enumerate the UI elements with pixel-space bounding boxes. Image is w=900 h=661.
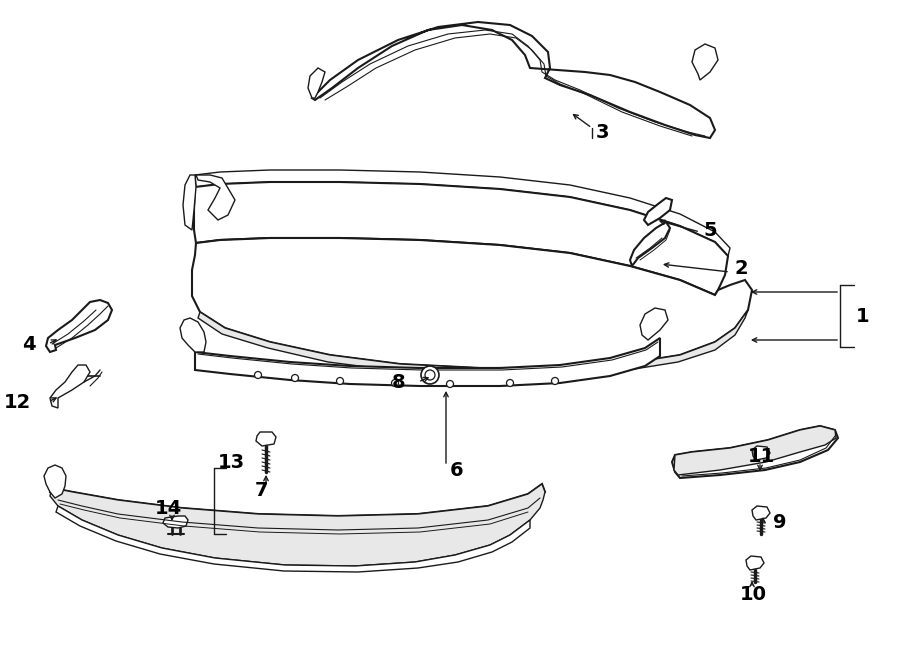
Text: 1: 1	[856, 307, 869, 325]
Polygon shape	[752, 446, 770, 460]
Text: 10: 10	[740, 584, 767, 603]
Text: 6: 6	[450, 461, 464, 479]
Polygon shape	[674, 426, 836, 475]
Polygon shape	[46, 300, 112, 352]
Polygon shape	[180, 318, 206, 352]
Polygon shape	[195, 338, 660, 386]
Polygon shape	[256, 432, 276, 446]
Polygon shape	[308, 68, 325, 98]
Polygon shape	[56, 506, 530, 572]
Text: 9: 9	[773, 512, 787, 531]
Polygon shape	[183, 175, 196, 230]
Circle shape	[255, 371, 262, 379]
Circle shape	[392, 379, 399, 387]
Text: 14: 14	[155, 498, 182, 518]
Text: 2: 2	[734, 258, 748, 278]
Polygon shape	[194, 182, 728, 295]
Polygon shape	[44, 465, 66, 498]
Text: 3: 3	[596, 124, 609, 143]
Circle shape	[446, 381, 454, 387]
Polygon shape	[192, 238, 752, 368]
Polygon shape	[672, 426, 838, 478]
Polygon shape	[746, 556, 764, 570]
Polygon shape	[163, 516, 188, 528]
Text: 8: 8	[392, 373, 406, 391]
Circle shape	[507, 379, 514, 387]
Polygon shape	[198, 310, 748, 375]
Polygon shape	[50, 484, 545, 526]
Polygon shape	[630, 222, 670, 266]
Polygon shape	[195, 170, 730, 256]
Polygon shape	[692, 44, 718, 80]
Circle shape	[425, 370, 435, 380]
Text: 5: 5	[703, 221, 716, 239]
Text: 13: 13	[218, 453, 245, 471]
Polygon shape	[644, 198, 672, 225]
Circle shape	[337, 377, 344, 385]
Circle shape	[292, 375, 299, 381]
Polygon shape	[752, 506, 770, 520]
Circle shape	[421, 366, 439, 384]
Text: 4: 4	[22, 334, 36, 354]
Polygon shape	[50, 365, 90, 408]
Text: 12: 12	[4, 393, 32, 412]
Polygon shape	[50, 484, 545, 566]
Polygon shape	[196, 175, 235, 220]
Circle shape	[552, 377, 559, 385]
Polygon shape	[640, 308, 668, 340]
Polygon shape	[312, 22, 715, 138]
Text: 7: 7	[255, 481, 268, 500]
Text: 11: 11	[748, 446, 775, 465]
